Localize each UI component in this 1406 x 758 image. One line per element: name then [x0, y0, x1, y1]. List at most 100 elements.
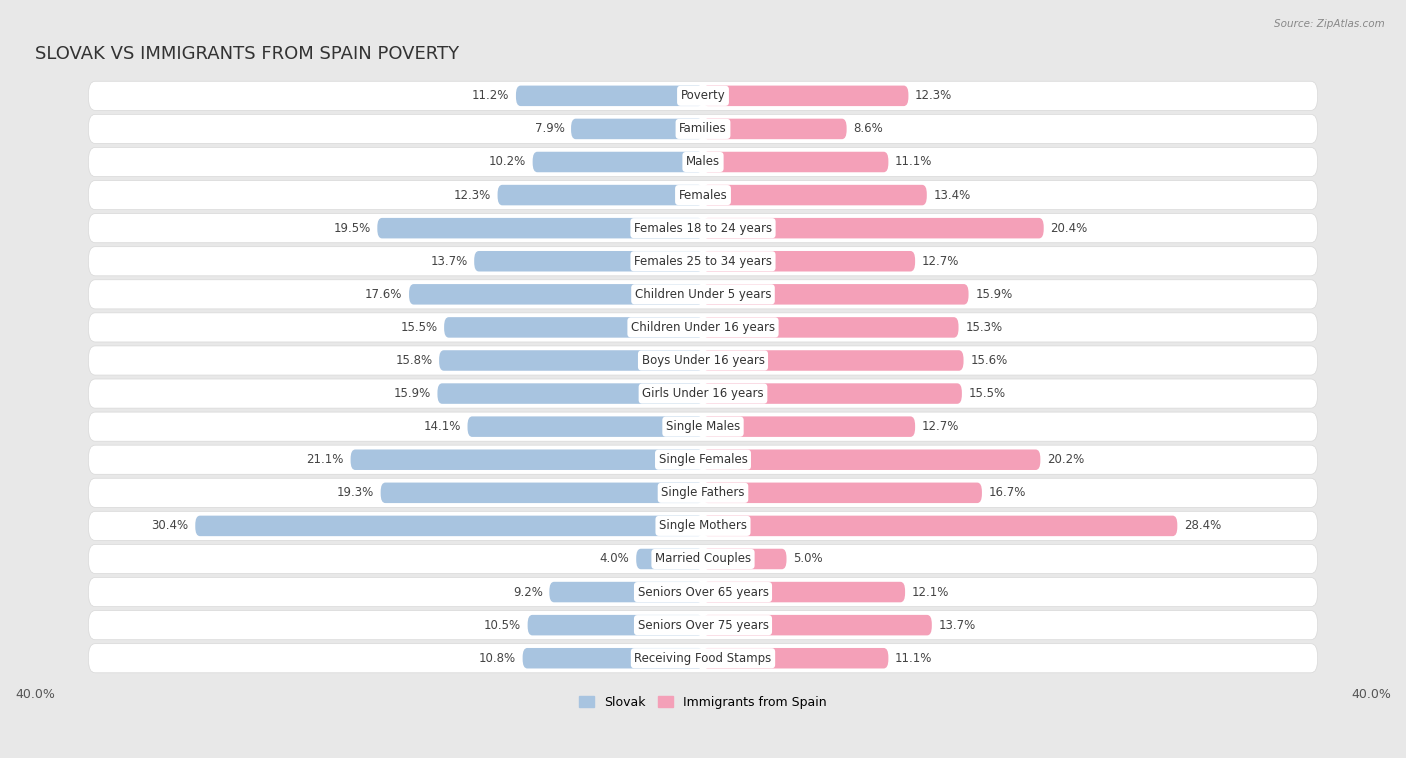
FancyBboxPatch shape [89, 478, 1317, 507]
Text: 16.7%: 16.7% [988, 487, 1026, 500]
FancyBboxPatch shape [89, 346, 1317, 375]
Text: 20.2%: 20.2% [1047, 453, 1084, 466]
Text: Females 25 to 34 years: Females 25 to 34 years [634, 255, 772, 268]
FancyBboxPatch shape [89, 512, 1317, 540]
FancyBboxPatch shape [89, 180, 1317, 210]
Text: Receiving Food Stamps: Receiving Food Stamps [634, 652, 772, 665]
FancyBboxPatch shape [439, 350, 703, 371]
FancyBboxPatch shape [703, 416, 915, 437]
Text: 7.9%: 7.9% [534, 123, 564, 136]
FancyBboxPatch shape [703, 152, 889, 172]
FancyBboxPatch shape [703, 384, 962, 404]
FancyBboxPatch shape [703, 119, 846, 139]
Text: Single Males: Single Males [666, 420, 740, 433]
FancyBboxPatch shape [703, 648, 889, 669]
FancyBboxPatch shape [703, 284, 969, 305]
FancyBboxPatch shape [195, 515, 703, 536]
Text: 14.1%: 14.1% [423, 420, 461, 433]
FancyBboxPatch shape [516, 86, 703, 106]
FancyBboxPatch shape [89, 313, 1317, 342]
Text: Seniors Over 65 years: Seniors Over 65 years [637, 586, 769, 599]
FancyBboxPatch shape [89, 445, 1317, 475]
FancyBboxPatch shape [703, 350, 963, 371]
FancyBboxPatch shape [377, 218, 703, 239]
Text: 19.3%: 19.3% [336, 487, 374, 500]
Text: 11.2%: 11.2% [472, 89, 509, 102]
FancyBboxPatch shape [703, 86, 908, 106]
Text: Males: Males [686, 155, 720, 168]
Text: Single Females: Single Females [658, 453, 748, 466]
FancyBboxPatch shape [703, 549, 786, 569]
Text: 21.1%: 21.1% [307, 453, 344, 466]
Text: Single Mothers: Single Mothers [659, 519, 747, 532]
FancyBboxPatch shape [703, 483, 981, 503]
FancyBboxPatch shape [89, 544, 1317, 574]
FancyBboxPatch shape [409, 284, 703, 305]
Text: 17.6%: 17.6% [366, 288, 402, 301]
Text: 19.5%: 19.5% [333, 221, 371, 235]
Text: Children Under 5 years: Children Under 5 years [634, 288, 772, 301]
FancyBboxPatch shape [703, 218, 1043, 239]
Text: 15.5%: 15.5% [969, 387, 1005, 400]
Text: 12.3%: 12.3% [915, 89, 952, 102]
FancyBboxPatch shape [444, 317, 703, 337]
FancyBboxPatch shape [703, 449, 1040, 470]
FancyBboxPatch shape [636, 549, 703, 569]
FancyBboxPatch shape [89, 148, 1317, 177]
FancyBboxPatch shape [89, 379, 1317, 408]
FancyBboxPatch shape [703, 317, 959, 337]
Text: 13.7%: 13.7% [938, 619, 976, 631]
Text: 15.3%: 15.3% [965, 321, 1002, 334]
Text: 4.0%: 4.0% [600, 553, 630, 565]
Legend: Slovak, Immigrants from Spain: Slovak, Immigrants from Spain [574, 691, 832, 714]
Text: 20.4%: 20.4% [1050, 221, 1088, 235]
FancyBboxPatch shape [468, 416, 703, 437]
FancyBboxPatch shape [89, 214, 1317, 243]
FancyBboxPatch shape [703, 185, 927, 205]
FancyBboxPatch shape [381, 483, 703, 503]
Text: 13.4%: 13.4% [934, 189, 970, 202]
Text: 15.9%: 15.9% [976, 288, 1012, 301]
Text: 10.5%: 10.5% [484, 619, 522, 631]
Text: 15.8%: 15.8% [395, 354, 433, 367]
Text: SLOVAK VS IMMIGRANTS FROM SPAIN POVERTY: SLOVAK VS IMMIGRANTS FROM SPAIN POVERTY [35, 45, 460, 64]
FancyBboxPatch shape [89, 578, 1317, 606]
FancyBboxPatch shape [89, 81, 1317, 111]
Text: 5.0%: 5.0% [793, 553, 823, 565]
Text: Seniors Over 75 years: Seniors Over 75 years [637, 619, 769, 631]
Text: Children Under 16 years: Children Under 16 years [631, 321, 775, 334]
FancyBboxPatch shape [703, 251, 915, 271]
Text: Source: ZipAtlas.com: Source: ZipAtlas.com [1274, 19, 1385, 29]
FancyBboxPatch shape [89, 114, 1317, 143]
Text: 28.4%: 28.4% [1184, 519, 1222, 532]
Text: 8.6%: 8.6% [853, 123, 883, 136]
Text: 12.7%: 12.7% [922, 420, 959, 433]
FancyBboxPatch shape [89, 611, 1317, 640]
Text: Married Couples: Married Couples [655, 553, 751, 565]
FancyBboxPatch shape [571, 119, 703, 139]
Text: 11.1%: 11.1% [896, 155, 932, 168]
Text: 12.7%: 12.7% [922, 255, 959, 268]
FancyBboxPatch shape [437, 384, 703, 404]
Text: 12.3%: 12.3% [454, 189, 491, 202]
Text: 13.7%: 13.7% [430, 255, 468, 268]
FancyBboxPatch shape [498, 185, 703, 205]
Text: Females: Females [679, 189, 727, 202]
Text: 9.2%: 9.2% [513, 586, 543, 599]
FancyBboxPatch shape [703, 515, 1177, 536]
Text: Families: Families [679, 123, 727, 136]
FancyBboxPatch shape [89, 412, 1317, 441]
FancyBboxPatch shape [350, 449, 703, 470]
FancyBboxPatch shape [523, 648, 703, 669]
Text: 10.2%: 10.2% [489, 155, 526, 168]
FancyBboxPatch shape [550, 582, 703, 603]
Text: 10.8%: 10.8% [479, 652, 516, 665]
FancyBboxPatch shape [703, 582, 905, 603]
Text: Single Fathers: Single Fathers [661, 487, 745, 500]
FancyBboxPatch shape [89, 644, 1317, 673]
FancyBboxPatch shape [89, 246, 1317, 276]
FancyBboxPatch shape [703, 615, 932, 635]
FancyBboxPatch shape [533, 152, 703, 172]
Text: 15.9%: 15.9% [394, 387, 430, 400]
Text: Poverty: Poverty [681, 89, 725, 102]
